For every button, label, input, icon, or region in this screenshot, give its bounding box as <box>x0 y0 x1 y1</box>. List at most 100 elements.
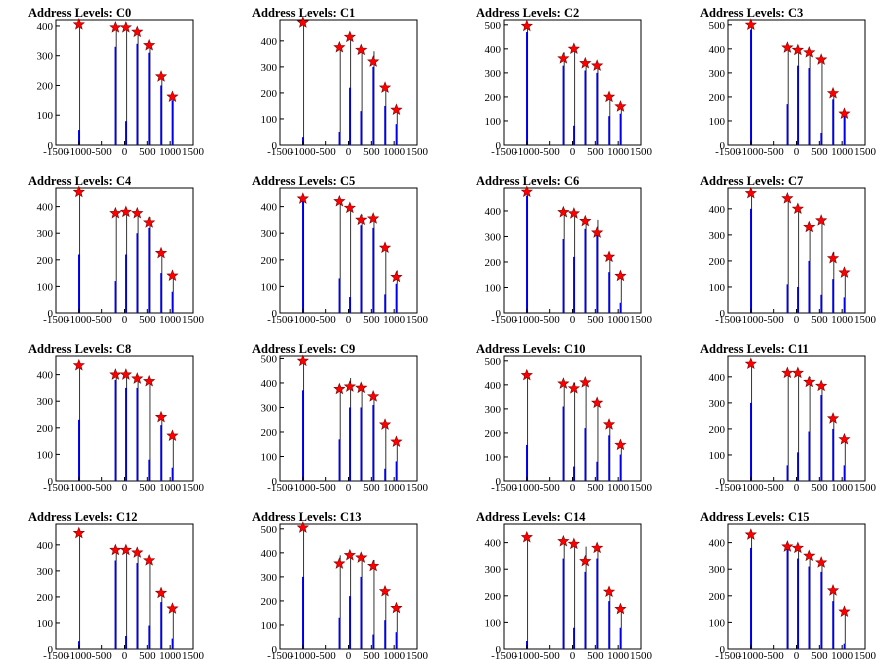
bar <box>584 70 587 145</box>
y-tick-label: 0 <box>272 476 278 488</box>
chart-plot: 0 100 200 300 400 -1500-1000 -500 0 500 1000 1500 <box>485 523 653 662</box>
y-tick-label: 0 <box>272 308 278 320</box>
peak-marker <box>72 18 85 30</box>
x-tick-label: -1500 <box>491 146 517 158</box>
y-tick-label: 0 <box>48 308 54 320</box>
chart-title: Address Levels: C1 <box>252 6 356 20</box>
peak-marker <box>557 205 570 218</box>
y-tick-label: 400 <box>485 538 502 550</box>
peak-marker <box>343 548 356 561</box>
x-tick-label: 500 <box>139 482 156 494</box>
chart-panel-c7: 0 100 200 300 400 -1500 -1000 -500 0 500 1000 1500 A… <box>672 168 896 336</box>
chart-title: Address Levels: C6 <box>476 174 580 188</box>
peak-marker <box>803 375 816 388</box>
peak-marker <box>803 46 816 58</box>
x-tick-label: 1500 <box>854 314 877 326</box>
chart-panel-c12: 0 100 200 300 400 -1500 -1000 -500 0 500 1000 1500 A… <box>0 504 224 672</box>
x-tick-label: 0 <box>346 650 352 662</box>
y-tick-label: 0 <box>720 476 726 488</box>
y-tick-label: 300 <box>485 68 502 80</box>
x-tick-label: 500 <box>363 314 380 326</box>
bar <box>808 566 811 649</box>
peak-marker <box>166 90 179 102</box>
y-tick-label: 300 <box>261 228 278 240</box>
chart-panel-c14: 0 100 200 300 400 -1500 -1000 -500 0 500 1000 1500 A… <box>448 504 672 672</box>
x-tick-label: -1500 <box>715 146 741 158</box>
y-tick-label: 0 <box>720 644 726 656</box>
x-tick-label: -500 <box>540 314 561 326</box>
x-tick-label: -1500 <box>491 650 517 662</box>
bar <box>302 201 304 313</box>
chart-panel-c6: 0 100 200 300 400 -1500 -1000 -500 0 500 1000 1500 A… <box>448 168 672 336</box>
bar <box>608 601 611 649</box>
bar <box>125 635 127 649</box>
plot-frame <box>727 523 866 650</box>
bar <box>797 452 799 481</box>
x-tick-label: 1000 <box>607 314 630 326</box>
bar <box>750 208 752 313</box>
peak-marker <box>579 56 592 69</box>
x-tick-label: 1500 <box>630 650 653 662</box>
bar <box>349 297 351 313</box>
x-tick-label: -500 <box>92 314 113 326</box>
peak-marker <box>378 81 392 93</box>
x-tick-label: 500 <box>811 314 828 326</box>
bar <box>808 431 811 481</box>
bar <box>372 66 375 145</box>
x-tick-label: -1500 <box>491 314 517 326</box>
x-tick-label: 1000 <box>607 146 630 158</box>
y-tick-label: 100 <box>485 452 502 464</box>
peak-marker <box>557 377 570 389</box>
bar <box>136 387 139 481</box>
bar <box>395 461 398 481</box>
peak-marker <box>744 18 757 31</box>
x-tick-label: 0 <box>122 650 128 662</box>
chart-title: Address Levels: C3 <box>700 6 804 20</box>
x-tick-label: -1500 <box>267 650 293 662</box>
bar <box>78 419 80 481</box>
y-tick-label: 100 <box>261 281 278 293</box>
bar <box>78 130 80 145</box>
bar <box>360 225 363 313</box>
peak-marker <box>591 541 604 554</box>
peak-marker <box>355 43 368 56</box>
peak-marker <box>557 534 570 547</box>
x-tick-label: -1000 <box>66 314 92 326</box>
peak-marker <box>791 202 804 215</box>
peak-marker <box>343 380 356 392</box>
x-tick-label: 0 <box>122 482 128 494</box>
peak-marker <box>131 206 144 219</box>
chart-plot: 0 100 200 300 400 -1500-1000 -500 0 500 1000 1500 <box>37 355 205 494</box>
chart-panel-c10: 0 100 200 300 400 500 -1500 -1000 -500 0 500 1000 15… <box>448 336 672 504</box>
y-tick-label: 0 <box>496 140 502 152</box>
y-tick-label: 300 <box>485 231 502 243</box>
x-tick-label: 500 <box>139 314 156 326</box>
peak-marker <box>744 528 757 540</box>
plot-frame <box>279 523 418 650</box>
bar <box>78 254 80 313</box>
x-tick-label: -1500 <box>43 314 69 326</box>
x-tick-label: 500 <box>363 650 380 662</box>
bar <box>797 558 799 649</box>
x-tick-label: 0 <box>570 482 576 494</box>
y-tick-label: 200 <box>261 596 278 608</box>
y-tick-label: 100 <box>37 110 54 122</box>
bar <box>820 132 823 145</box>
x-tick-label: -1500 <box>267 482 293 494</box>
x-tick-label: 1000 <box>607 482 630 494</box>
y-tick-label: 500 <box>485 20 502 32</box>
x-tick-label: -500 <box>764 650 785 662</box>
x-tick-label: 500 <box>811 482 828 494</box>
peak-marker <box>355 381 368 394</box>
y-tick-label: 200 <box>485 92 502 104</box>
y-tick-label: 200 <box>709 591 726 603</box>
chart-plot: 0 100 200 300 400 -1500-1000 -500 0 500 1000 1500 <box>37 523 205 662</box>
y-tick-label: 0 <box>496 308 502 320</box>
peak-marker <box>602 90 616 103</box>
chart-title: Address Levels: C2 <box>476 6 580 20</box>
bar <box>384 294 387 313</box>
bar <box>596 558 599 649</box>
peak-marker <box>614 602 627 615</box>
peak-marker <box>557 52 570 64</box>
